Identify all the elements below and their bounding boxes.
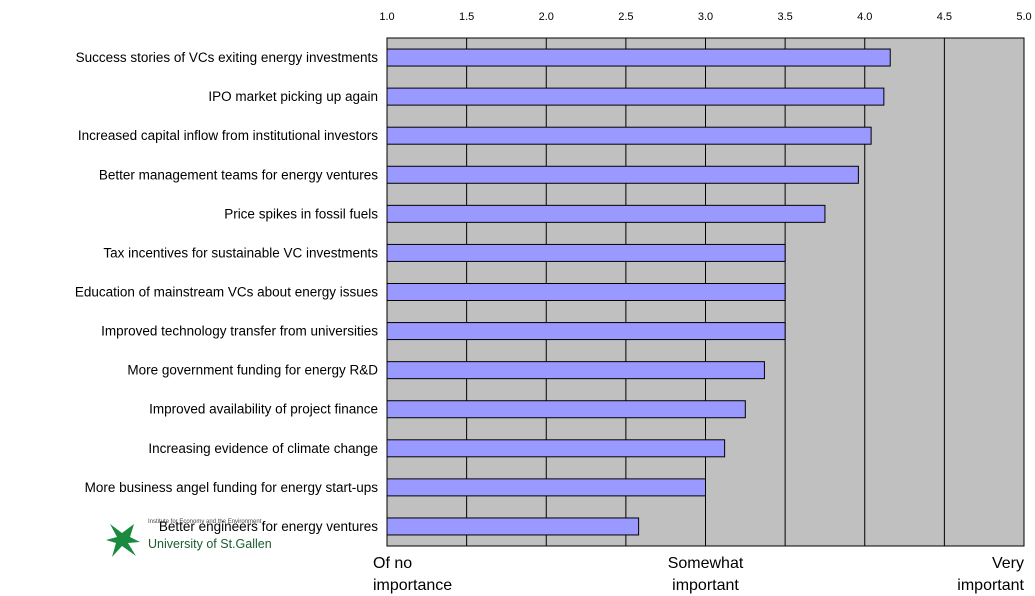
bar [386, 165, 859, 184]
bar [386, 243, 786, 262]
category-label: Increased capital inflow from institutio… [78, 128, 378, 143]
category-label: More government funding for energy R&D [127, 363, 378, 378]
bar [386, 126, 872, 145]
x-tick-label: 1.5 [459, 11, 474, 23]
scale-anchor-label: important [672, 577, 739, 594]
scale-anchor-label: Of no [373, 555, 412, 572]
bar [386, 322, 786, 341]
scale-anchor-label: important [957, 577, 1024, 594]
scale-anchors: Of no importance Somewhat important Very impo… [373, 555, 1025, 594]
category-label: Success stories of VCs exiting energy in… [76, 50, 379, 65]
category-label: Price spikes in fossil fuels [224, 206, 378, 221]
bar [386, 204, 826, 223]
bar [386, 400, 746, 419]
university-logo: University of St.Gallen Institute for Ec… [106, 519, 272, 557]
bar [386, 361, 765, 380]
bars [386, 48, 891, 536]
x-tick-labels: 1.0 1.5 2.0 2.5 3.0 3.5 4.0 4.5 5.0 [379, 11, 1031, 23]
category-labels: Success stories of VCs exiting energy in… [75, 50, 378, 534]
category-label: Improved availability of project finance [149, 402, 378, 417]
scale-anchor-label: Somewhat [668, 555, 744, 572]
category-label: IPO market picking up again [208, 89, 378, 104]
bar [386, 283, 786, 301]
x-tick-label: 4.0 [857, 11, 872, 23]
category-label: Education of mainstream VCs about energy… [75, 285, 378, 300]
logo-subtitle: Institute for Economy and the Environmen… [148, 519, 262, 525]
scale-anchor-label: Very [992, 555, 1024, 572]
logo-text: University of St.Gallen [148, 537, 272, 551]
bar [386, 87, 885, 106]
category-label: Tax incentives for sustainable VC invest… [103, 245, 378, 260]
x-tick-label: 2.0 [539, 11, 554, 23]
bar [386, 517, 640, 536]
bar [386, 478, 706, 497]
hsg-emblem-icon [106, 524, 140, 557]
category-label: Better management teams for energy ventu… [99, 167, 378, 182]
category-label: Improved technology transfer from univer… [101, 324, 378, 339]
x-tick-label: 4.5 [937, 11, 952, 23]
bar [386, 48, 891, 67]
x-tick-label: 2.5 [618, 11, 633, 23]
category-label: Increasing evidence of climate change [148, 441, 378, 456]
bar [386, 439, 726, 458]
category-label: Better engineers for energy ventures [159, 519, 378, 534]
x-tick-label: 5.0 [1016, 11, 1031, 23]
x-tick-label: 3.0 [698, 11, 713, 23]
category-label: More business angel funding for energy s… [85, 480, 379, 495]
x-tick-label: 3.5 [777, 11, 792, 23]
x-tick-label: 1.0 [379, 11, 394, 23]
scale-anchor-label: importance [373, 577, 452, 594]
